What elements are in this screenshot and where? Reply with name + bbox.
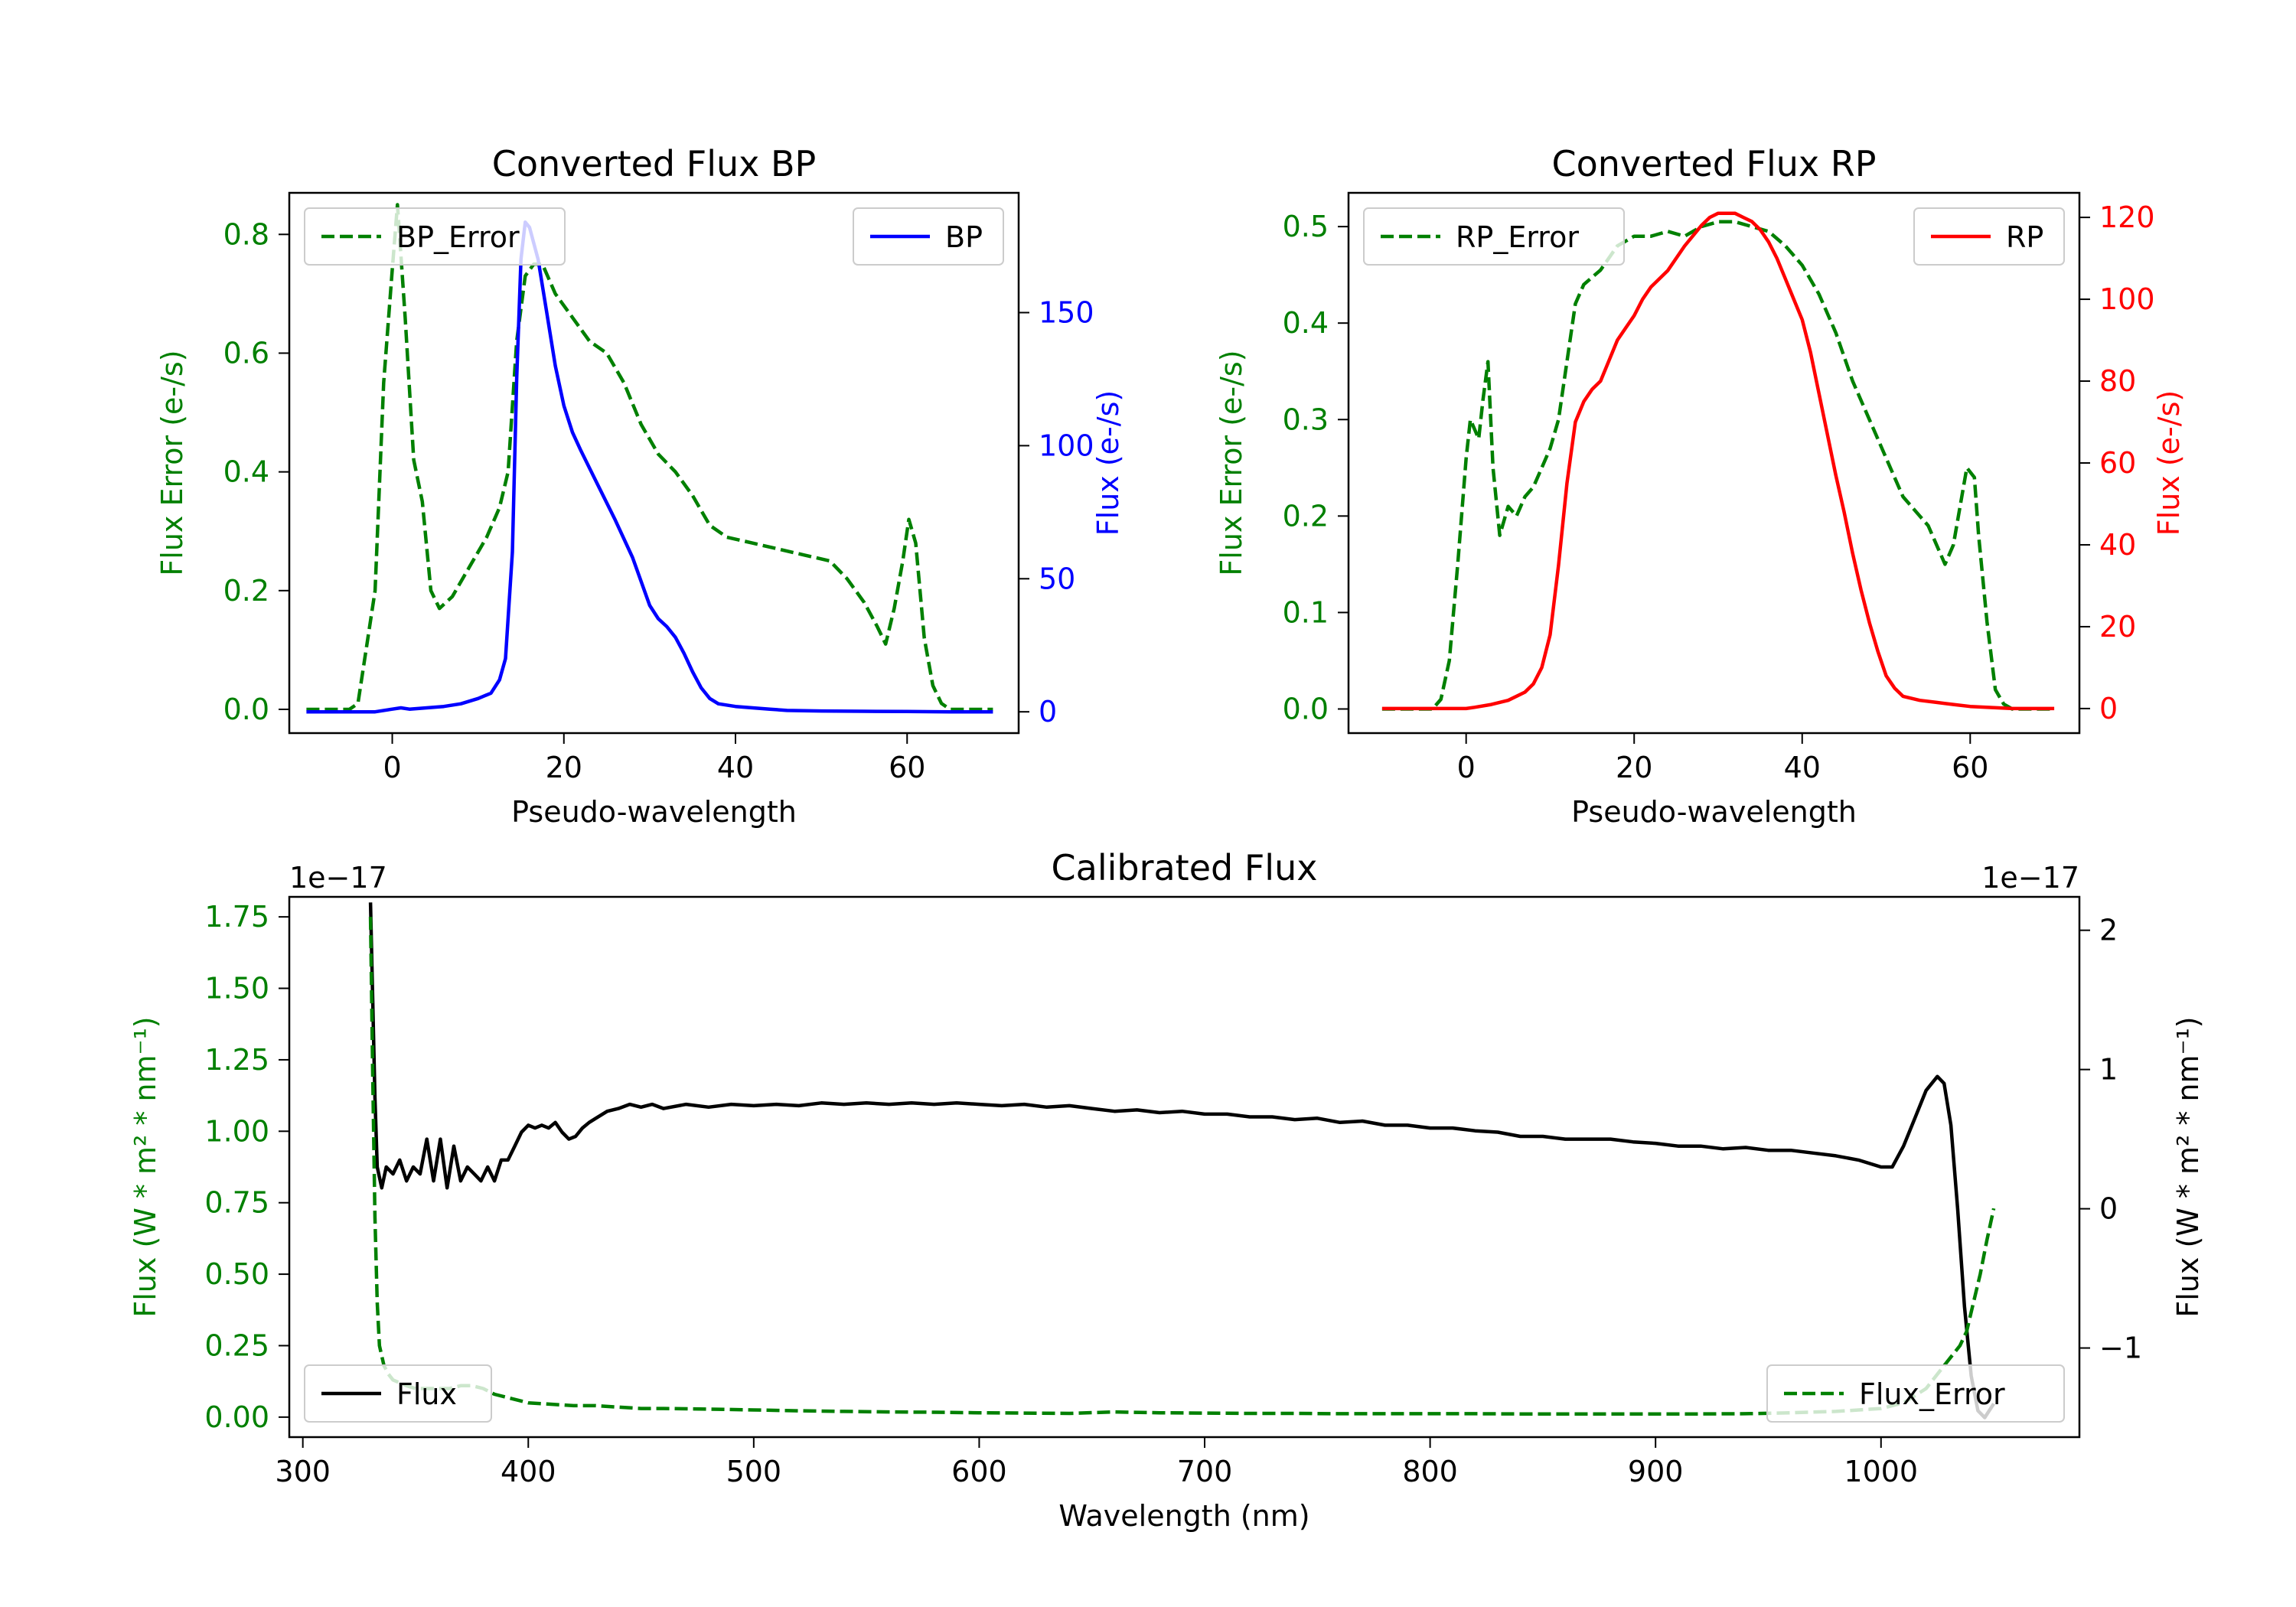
x-axis-label: Pseudo-wavelength [511,795,797,829]
y-right-tick-label: 2 [2099,914,2118,947]
y-left-tick-label: 0.3 [1283,403,1329,436]
y-left-tick-label: 0.6 [223,336,269,370]
y-left-tick-label: 0.8 [223,217,269,251]
chart-title: Converted Flux BP [492,143,817,184]
y-right-tick-label: 80 [2099,364,2136,398]
y-right-tick-label: 0 [2099,1192,2118,1226]
y-left-tick-label: 1.25 [204,1043,269,1077]
x-axis-label: Pseudo-wavelength [1571,795,1857,829]
legend-bp-error: BP_Error [304,207,566,266]
x-tick-label: 500 [726,1455,782,1488]
y-right-axis-label: Flux (e-/s) [1091,390,1125,536]
series-line-bp-error [306,203,993,712]
y-left-tick-label: 0.25 [204,1328,269,1362]
y-left-axis-label: Flux (W * m² * nm⁻¹) [129,1016,162,1317]
y-left-tick-label: 0.1 [1283,595,1329,629]
x-tick-label: 0 [1457,751,1476,784]
y-left-tick-label: 0.0 [1283,692,1329,725]
y-left-tick-label: 0.00 [204,1400,269,1434]
y-right-tick-label: 20 [2099,610,2136,644]
legend-flux: Flux [304,1364,492,1423]
legend-box [1766,1364,2065,1423]
series-line-rp-error [1381,220,2055,711]
legend-rp: RP [1913,207,2065,266]
series-line-rp [1381,211,2055,711]
axes-frame [288,895,2081,1439]
y-right-tick-label: 60 [2099,446,2136,480]
y-left-tick-label: 1.75 [204,900,269,934]
chart-title: Calibrated Flux [1052,847,1318,888]
y-left-tick-label: 0.75 [204,1186,269,1220]
y-left-axis-label: Flux Error (e-/s) [1215,350,1248,575]
legend-label: BP_Error [396,220,520,254]
legend-label: Flux_Error [1859,1377,2005,1411]
x-tick-label: 300 [275,1455,331,1488]
y-left-tick-label: 0.0 [223,693,269,726]
axes-frame [288,191,1020,735]
legend-label: Flux [396,1377,457,1411]
legend-box [1363,207,1625,266]
y-right-tick-label: 100 [2099,282,2155,316]
y-right-axis-label: Flux (e-/s) [2152,390,2186,536]
legend-bp: BP [853,207,1004,266]
x-tick-label: 600 [951,1455,1007,1488]
legend-label: RP_Error [1456,220,1579,254]
y-left-tick-label: 1.00 [204,1114,269,1148]
x-axis-label: Wavelength (nm) [1058,1499,1309,1533]
y-right-tick-label: 0 [2099,692,2118,725]
x-tick-label: 20 [546,751,582,784]
y-left-tick-label: 0.50 [204,1257,269,1291]
x-tick-label: 900 [1628,1455,1684,1488]
series-line-flux [368,902,1995,1420]
x-tick-label: 1000 [1844,1455,1918,1488]
y-left-tick-label: 1.50 [204,972,269,1006]
y-left-tick-label: 0.5 [1283,210,1329,243]
y-left-tick-label: 0.2 [223,574,269,608]
y-left-axis-label: Flux Error (e-/s) [155,350,189,575]
x-tick-label: 700 [1177,1455,1233,1488]
axes-frame [1347,191,2081,735]
y-right-axis-label: Flux (W * m² * nm⁻¹) [2171,1016,2205,1317]
y-right-tick-label: −1 [2099,1332,2142,1365]
y-left-tick-label: 0.4 [223,455,269,489]
x-tick-label: 60 [889,751,925,784]
x-tick-label: 40 [717,751,754,784]
y-right-tick-label: 150 [1039,296,1094,330]
legend-box [304,207,566,266]
y-left-tick-label: 0.4 [1283,306,1329,340]
series-line-bp [306,220,993,714]
legend-label: RP [2006,220,2043,254]
chart-converted-flux-rp: 0 20 40 60 0.0 0.1 0.2 0.3 0.4 0.5 0 20 40 60 80 100 120… [1215,143,2186,829]
y-left-tick-label: 0.2 [1283,499,1329,533]
x-tick-label: 800 [1402,1455,1458,1488]
x-tick-label: 20 [1616,751,1652,784]
y-right-tick-label: 40 [2099,528,2136,562]
x-tick-label: 40 [1784,751,1821,784]
chart-calibrated-flux: 300 400 500 600 700 800 900 1000 0.00 0.25 0.50 0.7… [129,847,2205,1533]
x-tick-label: 0 [383,751,401,784]
chart-converted-flux-bp: 0 20 40 60 0.0 0.2 0.4 0.6 0.8 0 50 100 150 Converted… [155,143,1125,829]
y-right-offset-text: 1e−17 [1981,861,2079,895]
legend-rp-error: RP_Error [1363,207,1625,266]
legend-label: BP [945,220,983,254]
y-right-tick-label: 0 [1039,695,1057,729]
chart-title: Converted Flux RP [1552,143,1877,184]
y-right-tick-label: 120 [2099,200,2155,234]
x-tick-label: 60 [1952,751,1988,784]
y-right-tick-label: 100 [1039,429,1094,462]
y-right-tick-label: 1 [2099,1053,2118,1087]
series-line-flux-error [368,917,1996,1416]
x-tick-label: 400 [501,1455,556,1488]
y-right-tick-label: 50 [1039,562,1075,595]
legend-box [304,1364,492,1423]
y-left-offset-text: 1e−17 [289,861,387,895]
legend-flux-error: Flux_Error [1766,1364,2065,1423]
